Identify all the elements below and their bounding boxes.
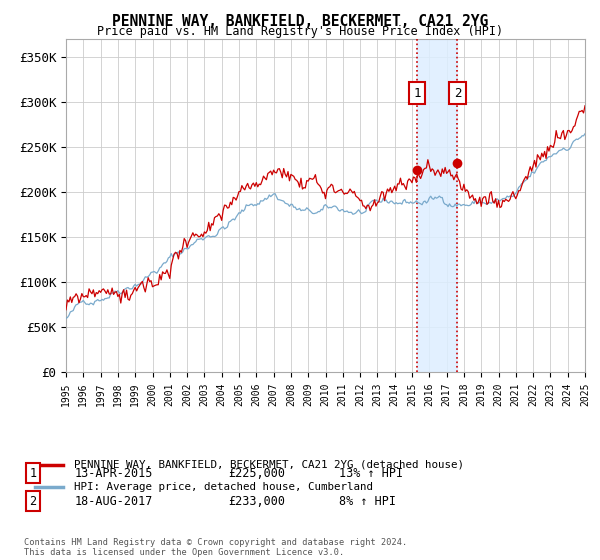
Text: PENNINE WAY, BANKFIELD, BECKERMET, CA21 2YG: PENNINE WAY, BANKFIELD, BECKERMET, CA21 … [112, 14, 488, 29]
Text: 8% ↑ HPI: 8% ↑ HPI [339, 494, 396, 508]
Text: 1: 1 [29, 466, 37, 480]
Text: PENNINE WAY, BANKFIELD, BECKERMET, CA21 2YG (detached house): PENNINE WAY, BANKFIELD, BECKERMET, CA21 … [74, 460, 464, 470]
Text: Contains HM Land Registry data © Crown copyright and database right 2024.
This d: Contains HM Land Registry data © Crown c… [24, 538, 407, 557]
Text: £233,000: £233,000 [228, 494, 285, 508]
Text: 13% ↑ HPI: 13% ↑ HPI [339, 466, 403, 480]
Text: 1: 1 [413, 87, 421, 100]
Text: HPI: Average price, detached house, Cumberland: HPI: Average price, detached house, Cumb… [74, 482, 373, 492]
Bar [417, 39, 457, 372]
Text: £225,000: £225,000 [228, 466, 285, 480]
Text: 18-AUG-2017: 18-AUG-2017 [75, 494, 154, 508]
Text: Price paid vs. HM Land Registry's House Price Index (HPI): Price paid vs. HM Land Registry's House … [97, 25, 503, 38]
Text: 2: 2 [29, 494, 37, 508]
Text: 13-APR-2015: 13-APR-2015 [75, 466, 154, 480]
Text: 2: 2 [454, 87, 461, 100]
